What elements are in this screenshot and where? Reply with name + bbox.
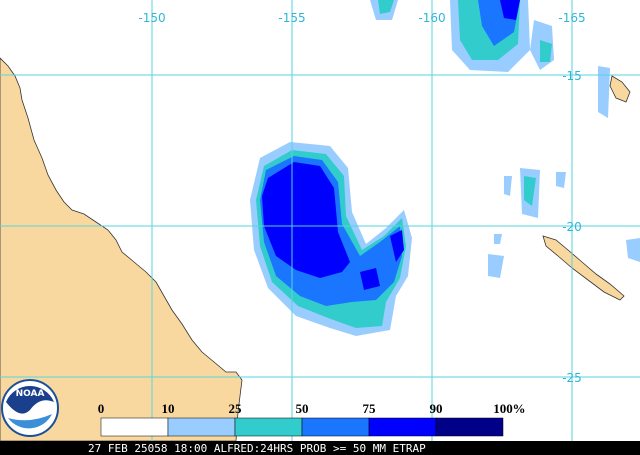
legend: 0 10 25 50 75 90 100% xyxy=(98,401,526,437)
probability-field xyxy=(250,0,640,336)
legend-label: 75 xyxy=(363,401,377,416)
legend-label: 0 xyxy=(98,401,105,416)
land xyxy=(0,57,243,442)
graticule: -150 -155 -160 -165 -15 -20 -25 xyxy=(0,0,640,441)
latitude-label: -20 xyxy=(562,220,582,234)
legend-label: 100 xyxy=(493,401,513,416)
longitude-label: -160 xyxy=(418,11,445,25)
legend-label: 50 xyxy=(296,401,309,416)
legend-label: 10 xyxy=(162,401,175,416)
legend-swatch xyxy=(301,417,370,437)
latitude-label: -15 xyxy=(562,69,582,83)
legend-swatch xyxy=(435,417,504,437)
legend-unit: % xyxy=(513,401,526,416)
footer-text: 27 FEB 25058 18:00 ALFRED:24HRS PROB >= … xyxy=(88,442,426,455)
logo-text: NOAA xyxy=(16,389,45,399)
latitude-label: -25 xyxy=(562,371,582,385)
island xyxy=(609,75,631,103)
legend-label: 90 xyxy=(430,401,443,416)
longitude-label: -165 xyxy=(558,11,585,25)
island xyxy=(542,235,625,301)
legend-swatch xyxy=(100,417,169,437)
footer-bar xyxy=(0,441,640,455)
legend-swatch xyxy=(234,417,303,437)
legend-swatch xyxy=(167,417,236,437)
longitude-label: -155 xyxy=(278,11,305,25)
legend-label: 25 xyxy=(229,401,243,416)
legend-swatch xyxy=(368,417,437,437)
logo: NOAA xyxy=(1,379,59,437)
longitude-label: -150 xyxy=(138,11,165,25)
